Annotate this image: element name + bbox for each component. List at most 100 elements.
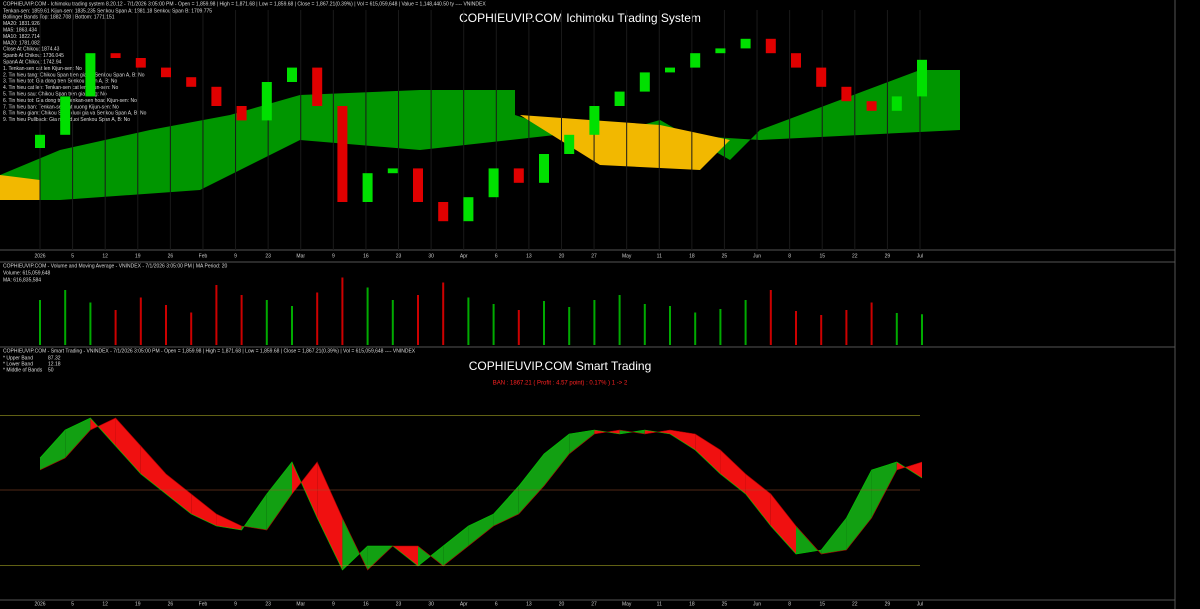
x-tick-label: 2026 <box>34 253 45 259</box>
oscillator-fill <box>140 446 166 494</box>
volume-bar <box>593 300 596 345</box>
volume-bar <box>215 285 218 345</box>
volume-bar <box>492 304 495 345</box>
volume-bar <box>442 282 445 345</box>
oscillator-line <box>39 417 923 571</box>
band-label: * Lower Band <box>3 361 33 367</box>
x-tick-label: Mar <box>296 601 305 607</box>
volume-bar <box>265 300 268 345</box>
volume-bar <box>139 297 142 345</box>
note: 3. Tin hieu tot: Gia dong tren Senkou Sp… <box>3 79 117 85</box>
oscillator-fill <box>695 434 721 474</box>
oscillator-fill <box>468 514 494 546</box>
oscillator-fill <box>216 514 242 530</box>
candle <box>312 67 323 106</box>
x-tick-label: 22 <box>852 253 858 259</box>
candle <box>816 67 827 87</box>
note: MA5: 1863.434 <box>3 28 37 34</box>
candle <box>614 91 625 106</box>
band-label: * Middle of Bands <box>3 367 43 373</box>
x-tick-label: 20 <box>559 253 565 259</box>
volume-bar <box>114 310 117 345</box>
volume-bar <box>769 290 772 345</box>
candle <box>917 59 927 97</box>
x-tick-label: Mar <box>296 253 305 259</box>
candle <box>891 96 902 111</box>
x-tick-label: May <box>622 253 632 259</box>
oscillator-fill <box>821 518 847 554</box>
band-value: 12.18 <box>48 361 61 367</box>
x-tick-label: 9 <box>234 601 237 607</box>
x-tick-label: Jul <box>917 601 923 607</box>
note: Bollinger Bands Top: 1882.708 | Bottom: … <box>3 15 115 21</box>
x-tick-label: 8 <box>788 253 791 259</box>
x-tick-label: Apr <box>460 601 468 607</box>
x-tick-label: Feb <box>199 253 208 259</box>
candle <box>564 134 575 154</box>
x-tick-label: 23 <box>265 253 271 259</box>
volume-bar <box>618 295 621 345</box>
x-tick-label: 2026 <box>34 601 45 607</box>
volume-bar <box>190 312 193 345</box>
band-value: 87.32 <box>48 355 61 361</box>
oscillator-fill <box>518 454 544 514</box>
x-tick-label: 11 <box>657 253 662 259</box>
candle <box>135 58 146 68</box>
volume-bar <box>643 304 646 345</box>
oscillator-line <box>39 417 923 571</box>
x-tick-label: Jul <box>917 253 923 259</box>
x-tick-label: 26 <box>168 253 174 259</box>
note: MA20: 1831.926 <box>3 21 40 27</box>
candle <box>261 82 272 121</box>
candle <box>841 86 852 102</box>
x-tick-label: 13 <box>526 253 532 259</box>
x-tick-label: Feb <box>199 601 208 607</box>
x-tick-label: 30 <box>428 253 434 259</box>
candle <box>186 77 197 87</box>
x-tick-label: 20 <box>559 601 565 607</box>
candle <box>513 168 524 183</box>
x-tick-label: 9 <box>234 253 237 259</box>
x-tick-label: 13 <box>526 601 532 607</box>
oscillator-fill <box>191 494 217 526</box>
volume-bar <box>89 302 92 345</box>
oscillator-fill <box>493 486 519 526</box>
volume-bar <box>467 297 470 345</box>
cloud <box>0 70 960 200</box>
candle <box>740 38 751 49</box>
header: COPHIEUVIP.COM - Smart Trading - VNINDEX… <box>3 348 416 354</box>
oscillator-fill <box>745 474 771 526</box>
candle <box>791 53 801 68</box>
x-tick-label: 18 <box>689 253 695 259</box>
candle <box>438 202 449 222</box>
note: 8. Tin hieu giam: Chikou Span duoi gia v… <box>3 111 147 117</box>
x-tick-label: 15 <box>819 601 825 607</box>
x-tick-label: 27 <box>591 601 597 607</box>
candle <box>463 197 474 222</box>
candle <box>589 106 600 135</box>
chart-title: COPHIEUVIP.COM Ichimoku Trading System <box>459 11 701 25</box>
chart-title: COPHIEUVIP.COM Smart Trading <box>469 359 652 373</box>
candle <box>110 53 121 58</box>
x-tick-label: 11 <box>657 601 662 607</box>
candle <box>539 154 549 183</box>
x-tick-label: 18 <box>689 601 695 607</box>
x-tick-label: 6 <box>495 601 498 607</box>
x-tick-label: 27 <box>591 253 597 259</box>
candle <box>413 168 423 202</box>
note: SpanA At Chikou: 1742.94 <box>3 60 62 66</box>
volume-bar <box>795 311 797 345</box>
candle <box>362 173 373 202</box>
volume-bar <box>517 310 520 345</box>
candle <box>211 86 222 106</box>
x-tick-label: Apr <box>460 253 468 259</box>
x-tick-label: 25 <box>722 253 728 259</box>
candle <box>85 53 96 97</box>
oscillator-fill <box>720 450 746 494</box>
x-tick-label: Jun <box>753 253 761 259</box>
x-tick-label: 15 <box>819 253 825 259</box>
volume-bar <box>845 310 848 345</box>
volume-bar <box>240 295 243 345</box>
x-tick-label: 5 <box>71 253 74 259</box>
